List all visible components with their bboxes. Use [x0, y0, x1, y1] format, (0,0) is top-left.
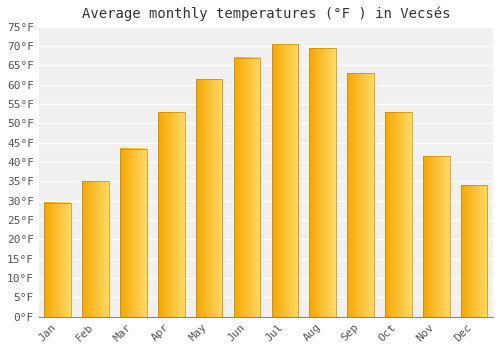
Bar [234, 58, 260, 317]
Bar [272, 44, 298, 317]
Bar [196, 79, 222, 317]
Bar [120, 149, 146, 317]
Bar [310, 48, 336, 317]
Bar [348, 73, 374, 317]
Bar [158, 112, 184, 317]
Bar [423, 156, 450, 317]
Bar [385, 112, 411, 317]
Title: Average monthly temperatures (°F ) in Vecsés: Average monthly temperatures (°F ) in Ve… [82, 7, 450, 21]
Bar [44, 203, 71, 317]
Bar [461, 186, 487, 317]
Bar [82, 181, 109, 317]
